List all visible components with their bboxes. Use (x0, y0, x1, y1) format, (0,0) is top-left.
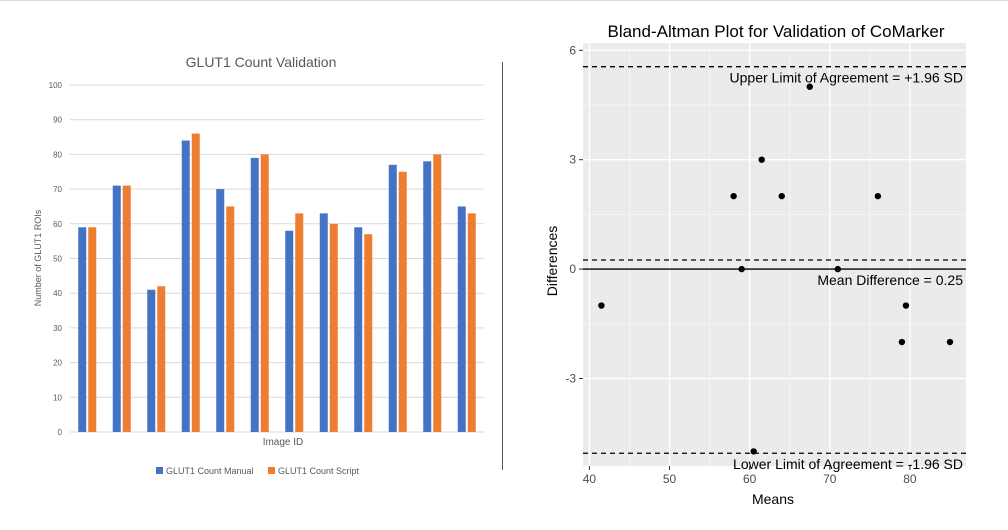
bar-script (364, 234, 373, 432)
ba-x-tick-label: 60 (743, 472, 757, 486)
ba-x-tick-label: 40 (583, 472, 597, 486)
bar-manual (112, 185, 121, 432)
bar-script (157, 286, 166, 432)
bar-manual (388, 164, 397, 432)
bar-y-tick-labels: 0 10 20 30 40 50 60 70 80 90 100 (49, 81, 63, 437)
bar-y-tick-label: 20 (53, 359, 62, 368)
ba-y-tick-label: 6 (569, 43, 576, 57)
legend-swatch-manual (156, 467, 163, 474)
ba-y-tick-label: -3 (565, 371, 576, 385)
bar-manual (216, 189, 225, 432)
bar-y-tick-label: 0 (58, 428, 63, 437)
bar-chart-title: GLUT1 Count Validation (186, 54, 337, 70)
bar-y-tick-label: 40 (53, 289, 62, 298)
ba-point (834, 265, 841, 273)
bar-y-tick-label: 10 (53, 393, 62, 402)
bar-manual (457, 206, 466, 432)
bar-y-tick-label: 70 (53, 185, 62, 194)
bar-manual (250, 157, 259, 432)
bar-marks (78, 133, 476, 432)
bar-manual (354, 227, 363, 432)
ba-y-axis-label: Differences (544, 226, 560, 297)
ba-points (598, 83, 954, 455)
bar-y-tick-label: 30 (53, 324, 62, 333)
ba-reference-label: Lower Limit of Agreement = -1.96 SD (733, 456, 963, 472)
ba-x-tick-label: 70 (823, 472, 837, 486)
bar-script (433, 154, 442, 432)
ba-point (778, 192, 785, 200)
bar-manual (285, 230, 294, 432)
ba-reference-lines: Upper Limit of Agreement = +1.96 SD Mean … (583, 66, 966, 472)
bar-gridlines (70, 84, 484, 433)
bar-y-axis-label: Number of GLUT1 ROIs (33, 209, 43, 306)
bar-script (88, 227, 97, 432)
ba-reference-label: Upper Limit of Agreement = +1.96 SD (730, 70, 963, 86)
ba-point (758, 156, 765, 163)
bar-manual (147, 289, 156, 432)
legend-label-script: GLUT1 Count Script (278, 466, 360, 476)
bar-y-tick-label: 60 (53, 220, 62, 229)
bar-y-tick-label: 100 (49, 81, 63, 90)
bar-manual (423, 161, 432, 432)
bar-y-tick-label: 80 (53, 150, 62, 159)
bar-script (329, 223, 338, 432)
bar-legend: GLUT1 Count Manual GLUT1 Count Script (156, 466, 360, 476)
ba-plot-panel (583, 43, 966, 466)
bar-script (260, 154, 269, 432)
bar-x-axis-label: Image ID (263, 437, 304, 448)
bar-script (295, 213, 304, 432)
ba-point (898, 338, 906, 346)
bar-script (226, 206, 235, 432)
ba-point (902, 302, 910, 309)
ba-point (730, 192, 737, 200)
ba-x-tick-label: 50 (663, 472, 677, 486)
bar-y-tick-label: 50 (53, 255, 62, 264)
ba-chart-title: Bland-Altman Plot for Validation of CoMa… (607, 22, 944, 41)
ba-tick-labels: 40 50 60 70 80 -3 0 3 6 (565, 43, 917, 486)
top-border (0, 0, 1008, 1)
bar-y-tick-label: 90 (53, 116, 62, 125)
bar-script (122, 185, 131, 432)
ba-y-tick-label: 3 (569, 153, 576, 167)
ba-point (946, 338, 954, 346)
ba-point (738, 265, 745, 273)
ba-x-axis-label: Means (752, 491, 794, 507)
ba-y-tick-label: 0 (569, 262, 576, 276)
ba-x-tick-label: 80 (903, 472, 917, 486)
ba-point (806, 83, 813, 90)
bar-script (398, 171, 407, 432)
ba-point (874, 192, 882, 200)
ba-point (750, 448, 757, 455)
panel-divider (502, 62, 503, 470)
ba-reference-label: Mean Difference = 0.25 (817, 272, 963, 288)
ba-point (598, 302, 605, 309)
bar-script (191, 133, 200, 432)
legend-label-manual: GLUT1 Count Manual (166, 466, 254, 476)
bar-script (467, 213, 476, 432)
bar-manual (181, 140, 190, 432)
bar-manual (78, 227, 87, 432)
legend-swatch-script (268, 467, 275, 474)
bar-manual (319, 213, 328, 432)
